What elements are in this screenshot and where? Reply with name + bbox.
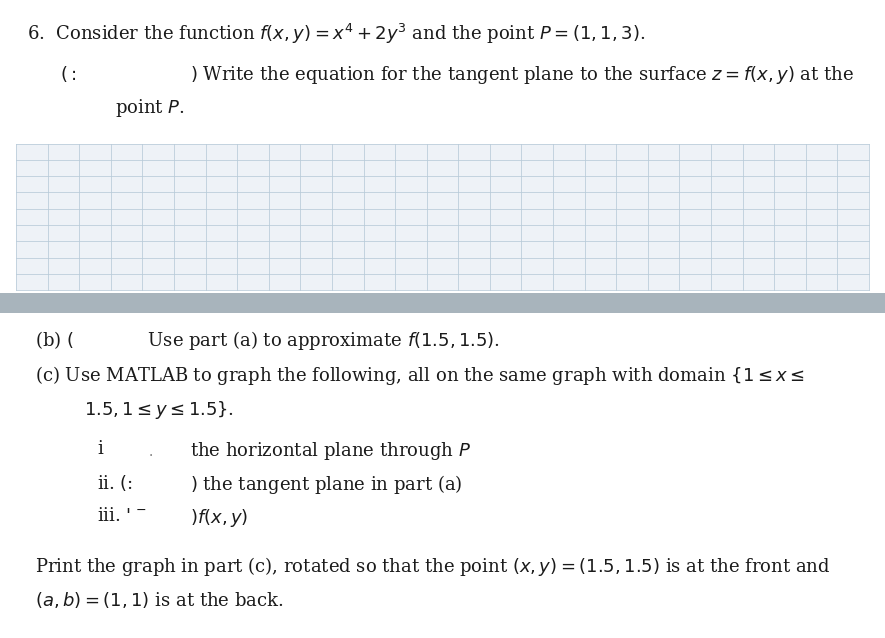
Bar <box>16 144 869 290</box>
Text: ii. $($:: ii. $($: <box>97 473 134 493</box>
Text: i: i <box>97 440 104 458</box>
Text: $1.5, 1 \leq y \leq 1.5\}$.: $1.5, 1 \leq y \leq 1.5\}$. <box>84 399 234 420</box>
Text: iii. $'^{\,-}$: iii. $'^{\,-}$ <box>97 507 147 525</box>
Text: (c) Use MATLAB to graph the following, all on the same graph with domain $\{1 \l: (c) Use MATLAB to graph the following, a… <box>35 364 805 387</box>
Text: the horizontal plane through $P$: the horizontal plane through $P$ <box>190 440 471 462</box>
Text: $)$ the tangent plane in part (a): $)$ the tangent plane in part (a) <box>190 473 463 496</box>
Text: $(\mathit{:}$: $(\mathit{:}$ <box>60 64 77 84</box>
Text: (b) $($             Use part (a) to approximate $f(1.5, 1.5)$.: (b) $($ Use part (a) to approximate $f(1… <box>35 329 501 352</box>
Text: Print the graph in part (c), rotated so that the point $(x, y) = (1.5, 1.5)$ is : Print the graph in part (c), rotated so … <box>35 555 831 578</box>
Bar <box>0 293 885 313</box>
Text: 6.  Consider the function $f(x, y) = x^4 + 2y^3$ and the point $P = (1, 1, 3)$.: 6. Consider the function $f(x, y) = x^4 … <box>27 22 645 47</box>
Text: $(a, b) = (1, 1)$ is at the back.: $(a, b) = (1, 1)$ is at the back. <box>35 590 284 610</box>
Text: $) f(x, y)$: $) f(x, y)$ <box>190 507 249 529</box>
Text: .: . <box>149 445 153 459</box>
Text: $)$ Write the equation for the tangent plane to the surface $z = f(x, y)$ at the: $)$ Write the equation for the tangent p… <box>190 64 854 85</box>
Text: point $P$.: point $P$. <box>115 97 185 119</box>
